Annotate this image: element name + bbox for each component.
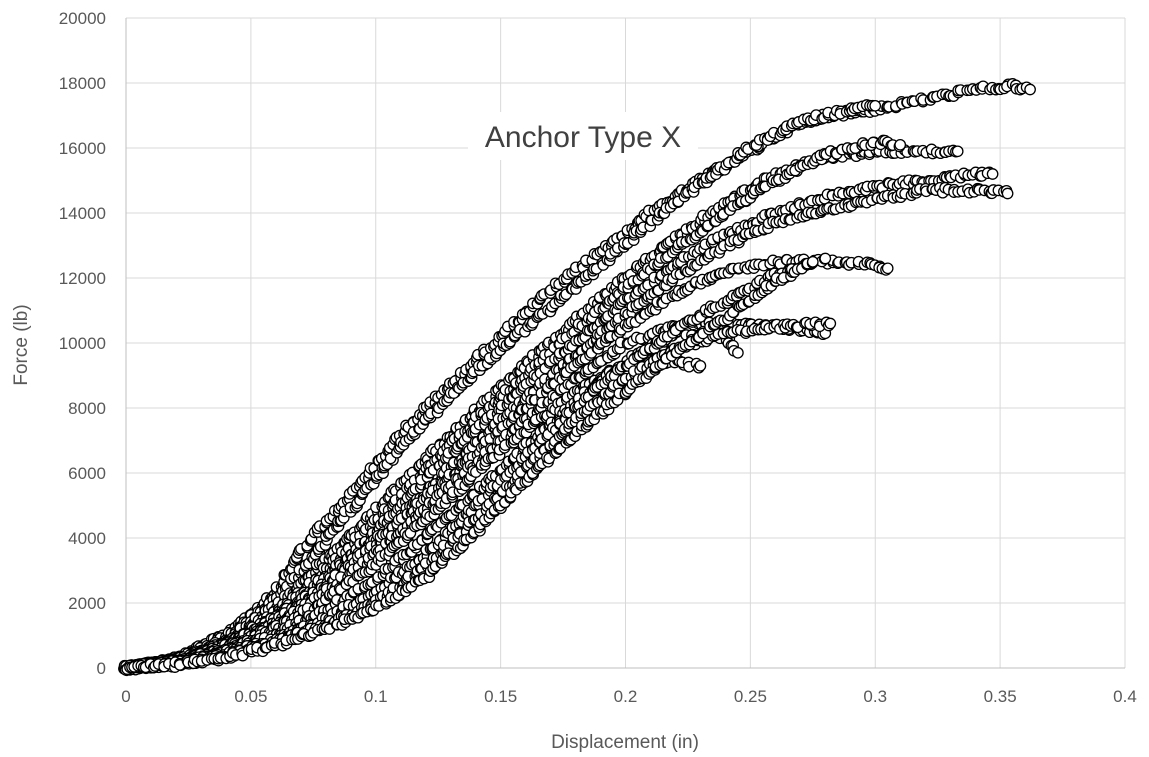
y-tick-label: 4000 — [68, 529, 106, 548]
y-tick-label: 8000 — [68, 399, 106, 418]
x-tick-label: 0.3 — [863, 687, 887, 706]
data-point — [869, 99, 882, 112]
y-tick-label: 0 — [97, 659, 106, 678]
x-tick-label: 0.05 — [234, 687, 267, 706]
axes — [125, 18, 1125, 669]
y-tick-label: 6000 — [68, 464, 106, 483]
data-point — [806, 255, 819, 268]
data-point — [732, 346, 744, 359]
y-axis-title: Force (lb) — [11, 304, 32, 385]
data-point — [1001, 187, 1014, 200]
y-tick-label: 16000 — [59, 139, 106, 158]
data-point — [1024, 83, 1036, 96]
x-tick-label: 0.25 — [734, 687, 767, 706]
data-points — [118, 78, 1036, 677]
series-group — [121, 255, 819, 675]
x-tick-label: 0.1 — [364, 687, 388, 706]
y-tick-label: 2000 — [68, 594, 106, 613]
tick-labels: 0 2000 4000 6000 8000 10000 12000 14000 16000 180… — [59, 9, 1137, 706]
y-tick-label: 14000 — [59, 204, 106, 223]
chart-title-group: Anchor Type X — [468, 112, 698, 160]
data-point — [986, 168, 999, 180]
y-tick-label: 20000 — [59, 9, 106, 28]
data-point — [819, 252, 832, 265]
x-tick-label: 0.2 — [614, 687, 638, 706]
y-tick-label: 18000 — [59, 74, 106, 93]
data-point — [824, 317, 837, 330]
data-point — [951, 145, 964, 158]
data-point — [894, 138, 907, 151]
chart-title: Anchor Type X — [485, 121, 681, 154]
data-point — [694, 359, 707, 372]
x-tick-label: 0.35 — [984, 687, 1017, 706]
x-tick-label: 0.15 — [484, 687, 517, 706]
chart-title-background — [468, 112, 698, 160]
x-tick-label: 0 — [121, 687, 130, 706]
x-tick-label: 0.4 — [1113, 687, 1137, 706]
x-axis-title: Displacement (in) — [551, 732, 699, 753]
data-point — [881, 262, 894, 275]
y-tick-label: 10000 — [59, 334, 106, 353]
y-tick-label: 12000 — [59, 269, 106, 288]
gridlines — [126, 17, 1126, 668]
